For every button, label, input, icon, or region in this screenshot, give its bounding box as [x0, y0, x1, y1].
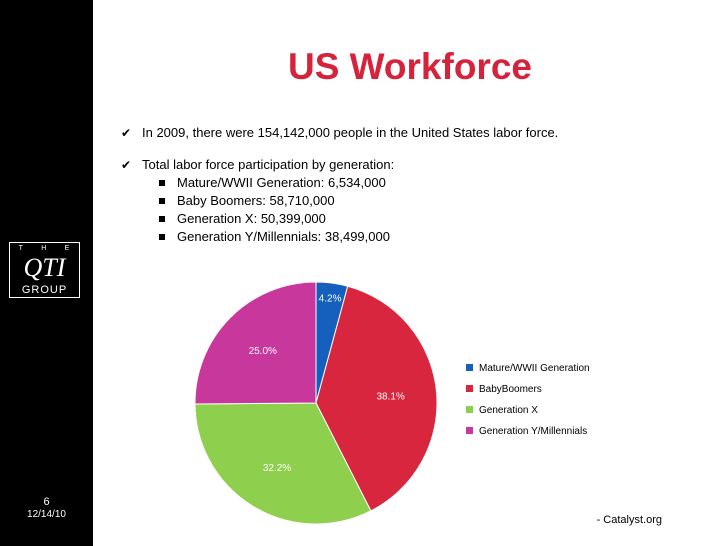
sub-bullet-text: Generation Y/Millennials: 38,499,000	[177, 229, 390, 244]
bullet-labor-force: ✔ In 2009, there were 154,142,000 people…	[121, 124, 558, 142]
legend-entry: Mature/WWII Generation	[479, 363, 590, 374]
sub-bullet: Generation Y/Millennials: 38,499,000	[121, 228, 558, 246]
legend-entry: Generation Y/Millennials	[479, 426, 587, 437]
pie-data-labels: 4.2% 38.1% 32.2% 25.0%	[249, 293, 405, 474]
sub-bullet: Generation X: 50,399,000	[121, 210, 558, 228]
pie-slices	[194, 281, 438, 525]
checkmark-icon: ✔	[121, 126, 132, 140]
bullet-list: ✔ In 2009, there were 154,142,000 people…	[121, 124, 558, 246]
logo-top-letters: T H E	[10, 245, 79, 252]
pie-slice	[194, 281, 317, 405]
pie-slice	[315, 285, 438, 512]
pie-data-label: 32.2%	[263, 463, 291, 474]
checkmark-icon: ✔	[121, 158, 132, 172]
sidebar: T H E QTI GROUP 6 12/14/10	[0, 0, 93, 546]
legend-entry: BabyBoomers	[479, 384, 542, 395]
legend-swatch	[466, 364, 473, 371]
square-bullet-icon	[159, 234, 165, 240]
slide-number: 6	[43, 496, 50, 508]
legend-swatch	[466, 385, 473, 392]
logo-letter: H	[41, 245, 48, 252]
logo-qti: QTI	[23, 253, 66, 282]
logo-letter: T	[18, 245, 24, 252]
sub-bullet-text: Baby Boomers: 58,710,000	[177, 193, 335, 208]
slide-date: 12/14/10	[27, 509, 66, 520]
legend-entry: Generation X	[479, 405, 538, 416]
slide-title: US Workforce	[288, 46, 532, 87]
source-credit: - Catalyst.org	[596, 514, 662, 526]
pie-data-label: 25.0%	[249, 346, 277, 357]
pie-data-label: 4.2%	[319, 293, 342, 304]
legend-swatch	[466, 406, 473, 413]
logo-group-text: GROUP	[21, 284, 68, 296]
logo-letter: E	[64, 245, 71, 252]
square-bullet-icon	[159, 180, 165, 186]
square-bullet-icon	[159, 198, 165, 204]
chart-legend: Mature/WWII Generation BabyBoomers Generat…	[466, 363, 590, 437]
pie-data-label: 38.1%	[376, 391, 404, 402]
qti-group-logo: T H E QTI GROUP	[9, 242, 80, 298]
bullet-text: Total labor force participation by gener…	[142, 157, 395, 172]
sub-bullet: Baby Boomers: 58,710,000	[121, 192, 558, 210]
bullet-text: In 2009, there were 154,142,000 people i…	[142, 125, 559, 140]
legend-swatch	[466, 427, 473, 434]
pie-slice	[194, 402, 372, 525]
sub-bullet-text: Generation X: 50,399,000	[177, 211, 326, 226]
sub-bullet: Mature/WWII Generation: 6,534,000	[121, 174, 558, 192]
bullet-participation: ✔ Total labor force participation by gen…	[121, 156, 558, 174]
sub-bullet-text: Mature/WWII Generation: 6,534,000	[177, 175, 386, 190]
square-bullet-icon	[159, 216, 165, 222]
